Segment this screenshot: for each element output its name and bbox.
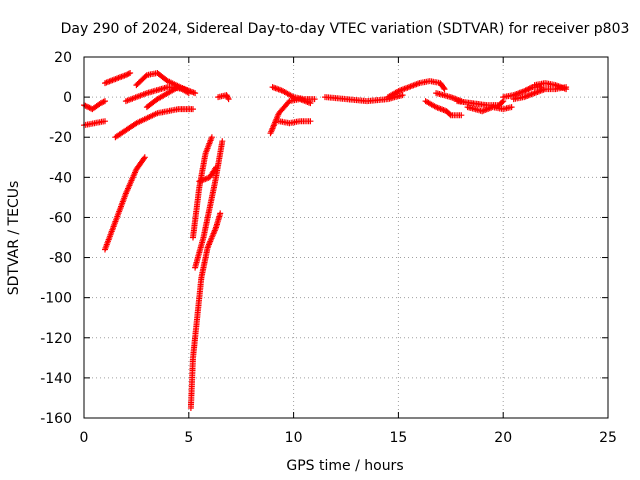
- series-arc-22: [464, 104, 515, 115]
- series-arc-01: [81, 98, 108, 113]
- data-point-markers: [464, 104, 515, 115]
- data-point-markers: [112, 106, 196, 141]
- data-point-markers: [275, 118, 314, 127]
- series-arc-08: [143, 84, 192, 111]
- series-arc-18: [384, 78, 448, 101]
- data-point-markers: [531, 80, 570, 93]
- series-arc-02: [81, 118, 108, 129]
- data-point-markers: [384, 78, 448, 101]
- series-arc-09: [187, 210, 224, 411]
- data-point-markers: [143, 84, 192, 111]
- data-point-markers: [81, 118, 108, 129]
- data-point-markers: [267, 96, 314, 137]
- x-tick-label: 25: [599, 430, 617, 446]
- y-tick-label: -60: [49, 210, 72, 226]
- x-tick-label: 5: [184, 430, 193, 446]
- x-tick-label: 15: [389, 430, 407, 446]
- y-tick-label: 20: [54, 50, 72, 66]
- data-point-markers: [81, 98, 108, 113]
- y-tick-label: -160: [40, 411, 72, 427]
- series-arc-05: [112, 106, 196, 141]
- data-point-markers: [187, 210, 224, 411]
- x-axis-label: GPS time / hours: [286, 458, 403, 474]
- y-tick-label: 0: [63, 90, 72, 106]
- x-tick-label: 10: [285, 430, 303, 446]
- series-arc-20: [422, 98, 465, 119]
- plot-frame: [83, 56, 609, 419]
- series-arc-16: [269, 84, 318, 103]
- y-tick-label: -120: [40, 331, 72, 347]
- data-points: [81, 70, 570, 411]
- y-tick-label: -100: [40, 291, 72, 307]
- data-point-markers: [196, 164, 219, 185]
- series-arc-04: [102, 70, 134, 87]
- series-arc-25: [531, 80, 570, 93]
- x-tick-label: 0: [80, 430, 89, 446]
- data-point-markers: [215, 92, 232, 103]
- axes: 0 5 10 15 20 25 20 0 -20 -40 -60 -80 -100 -120 -140 -16…: [40, 50, 617, 446]
- y-tick-label: -140: [40, 371, 72, 387]
- chart-title: Day 290 of 2024, Sidereal Day-to-day VTE…: [61, 21, 630, 37]
- series-arc-03: [102, 154, 148, 253]
- y-tick-label: -80: [49, 251, 72, 267]
- y-axis-label: SDTVAR / TECUs: [6, 181, 22, 296]
- y-tick-label: -40: [49, 170, 72, 186]
- x-tick-label: 20: [494, 430, 512, 446]
- series-arc-13: [215, 92, 232, 103]
- data-point-markers: [269, 84, 318, 103]
- series-arc-21: [454, 98, 507, 109]
- data-point-markers: [102, 154, 148, 253]
- series-arc-12: [196, 164, 219, 185]
- series-arc-14: [267, 96, 314, 137]
- series-arc-15: [275, 118, 314, 127]
- data-point-markers: [422, 98, 465, 119]
- data-point-markers: [454, 98, 507, 109]
- data-point-markers: [102, 70, 134, 87]
- y-tick-label: -20: [49, 130, 72, 146]
